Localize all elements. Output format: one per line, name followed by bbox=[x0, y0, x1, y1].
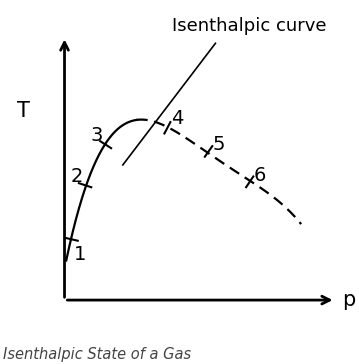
Text: 5: 5 bbox=[213, 135, 225, 154]
Text: 6: 6 bbox=[254, 166, 266, 185]
Text: 4: 4 bbox=[172, 109, 184, 128]
Text: T: T bbox=[17, 101, 30, 121]
Text: 1: 1 bbox=[74, 245, 86, 264]
Text: Isenthalpic curve: Isenthalpic curve bbox=[172, 17, 327, 35]
Text: Isenthalpic State of a Gas: Isenthalpic State of a Gas bbox=[3, 347, 191, 363]
Text: p: p bbox=[342, 290, 355, 310]
Text: 3: 3 bbox=[91, 126, 103, 145]
Text: 2: 2 bbox=[70, 167, 83, 186]
